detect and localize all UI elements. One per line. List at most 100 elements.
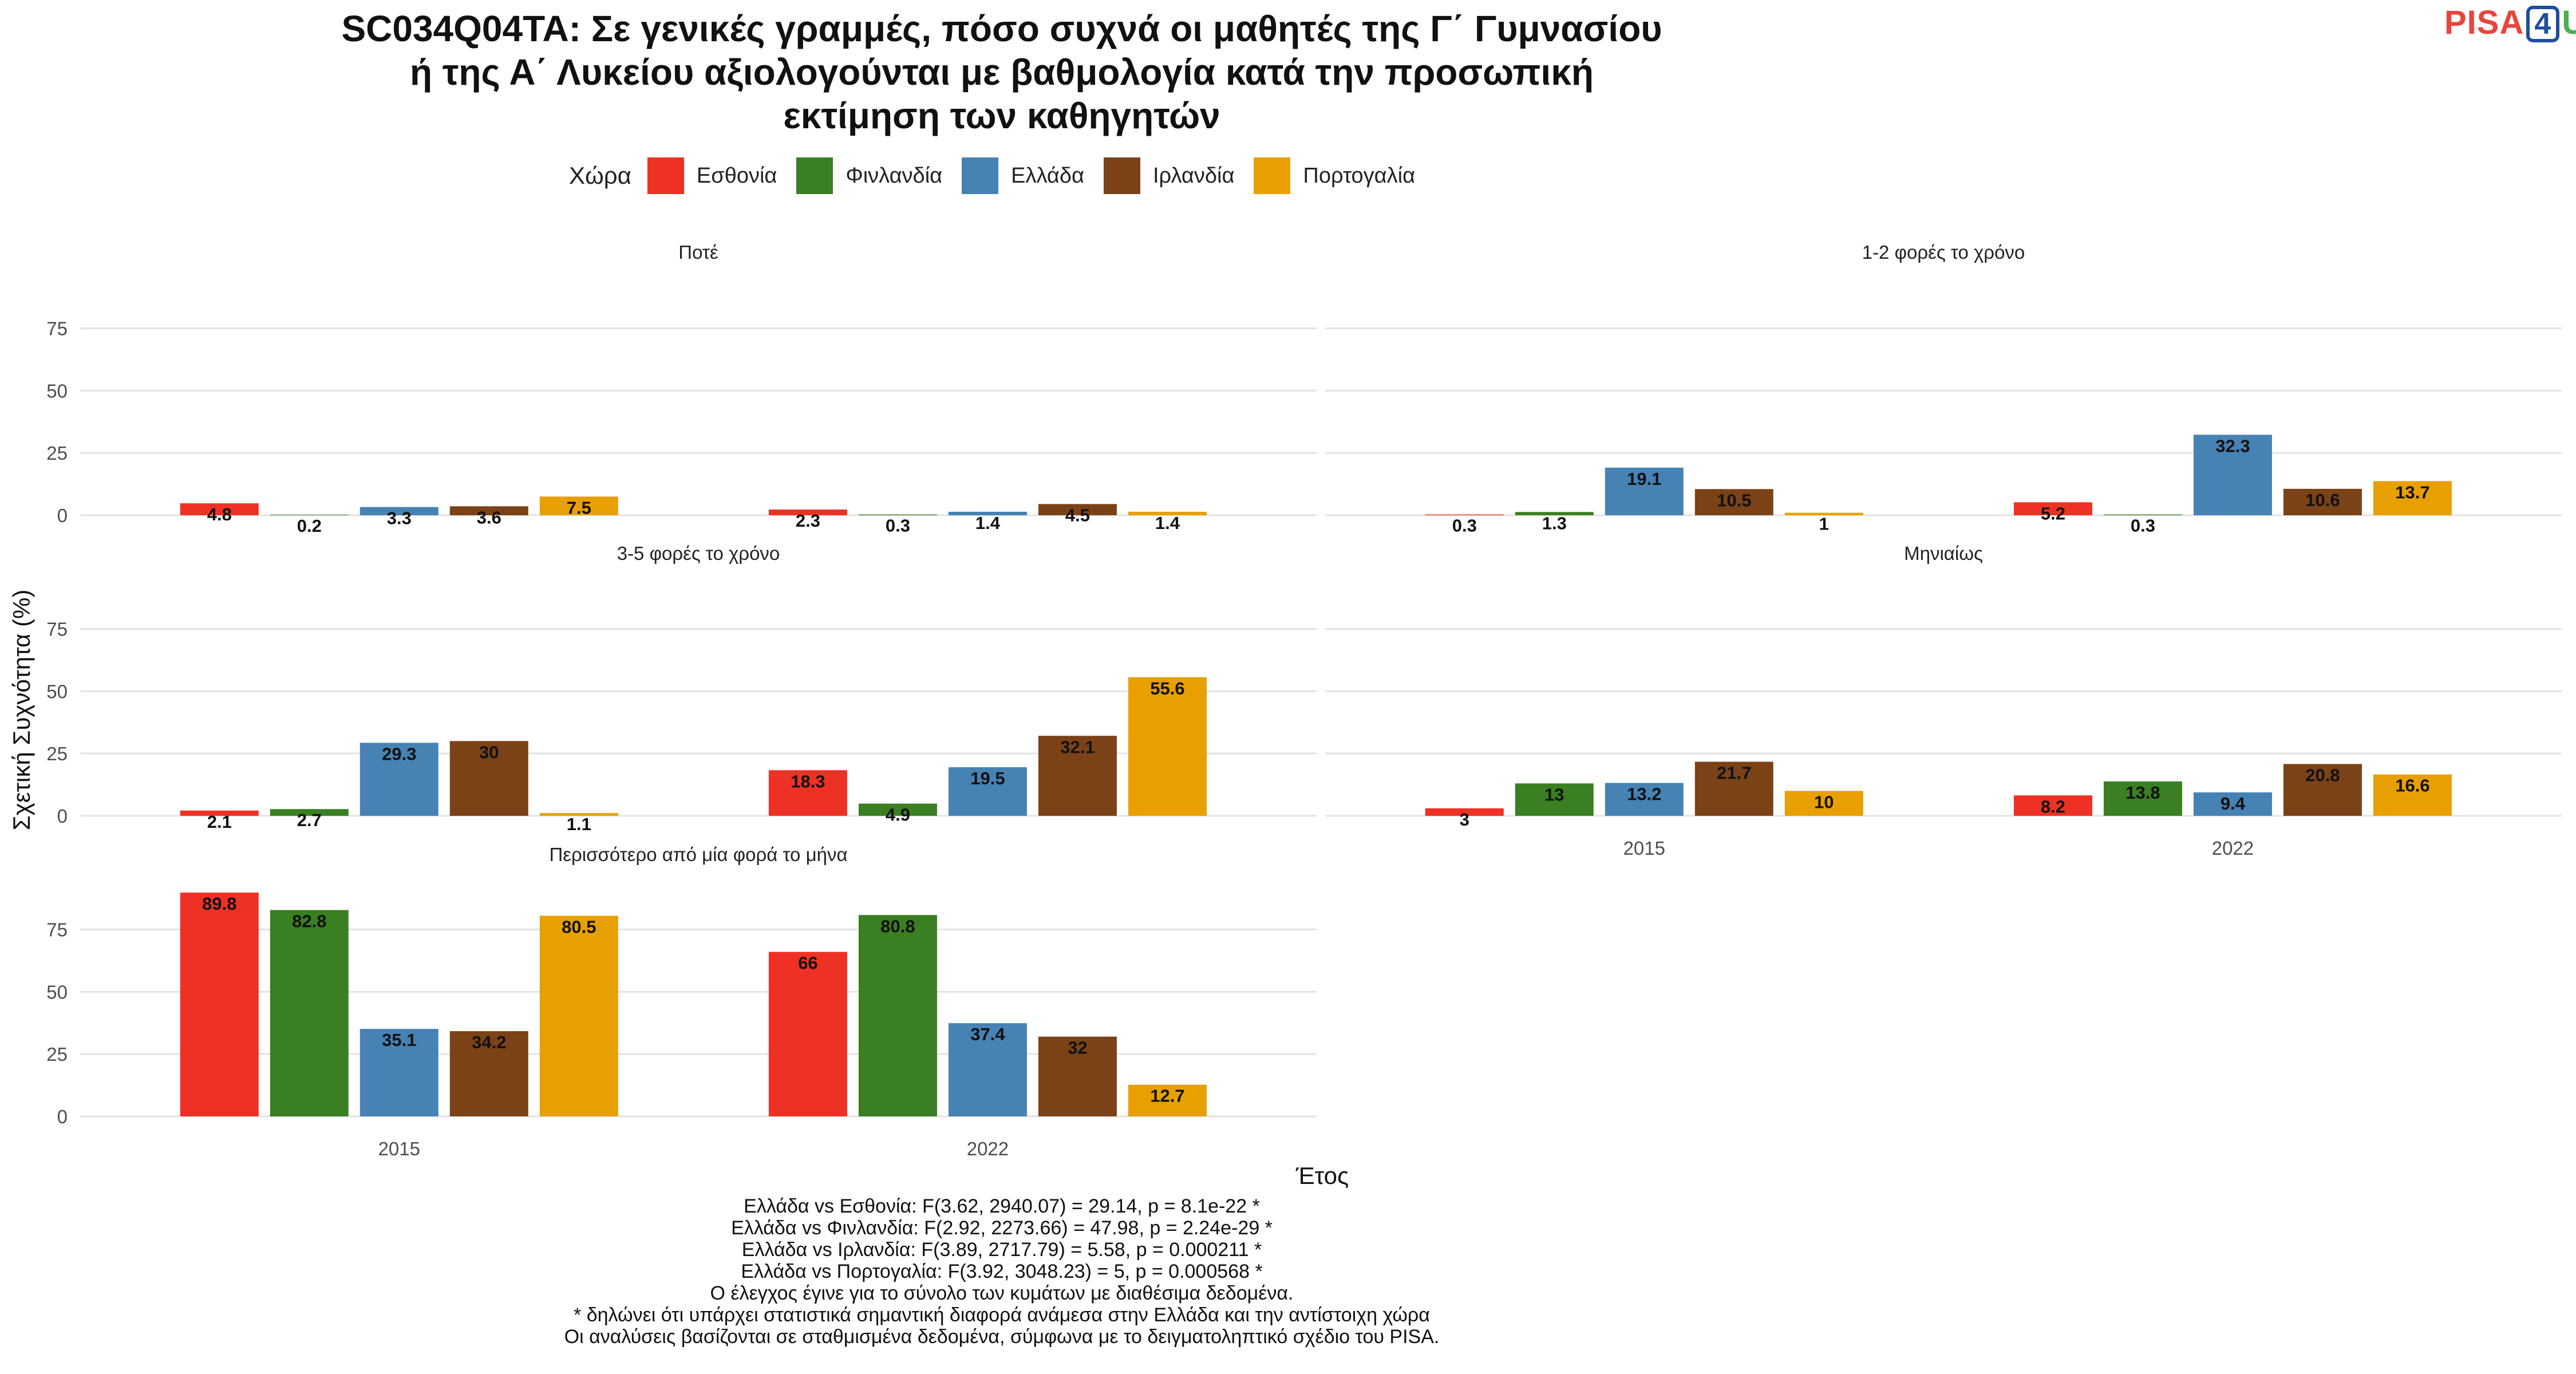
bar [1128,1084,1207,1116]
data-label: 1 [1819,514,1829,534]
data-label: 1.1 [567,814,591,834]
bar [2103,781,2182,816]
y-tick-label: 0 [57,1106,68,1127]
data-label: 7.5 [567,498,591,518]
data-label: 1.4 [975,513,1001,533]
bar [1784,512,1863,515]
data-label: 32.1 [1060,737,1095,757]
bar [180,503,259,515]
bar [948,767,1027,816]
data-label: 13.2 [1627,784,1661,804]
legend-label-greece: Ελλάδα [1011,163,1084,188]
data-label: 66 [798,953,817,973]
panel-title: Μηνιαίως [1904,543,1983,564]
x-tick-label: 2015 [1623,838,1665,859]
legend-label-portugal: Πορτογαλία [1303,163,1416,188]
bar [2013,795,2092,816]
title-line-1: SC034Q04TA: Σε γενικές γραμμές, πόσο συχ… [341,8,1662,49]
bar [1038,504,1117,515]
data-label: 12.7 [1150,1086,1184,1106]
bar [270,809,349,816]
x-tick-label: 2022 [2212,838,2254,859]
bar [2013,502,2092,515]
data-label: 18.3 [791,771,825,791]
bar [539,496,618,515]
data-label: 5.2 [2041,503,2065,523]
data-label: 34.2 [472,1032,506,1052]
data-label: 30 [479,742,499,762]
legend: Χώρα Εσθονία Φινλανδία Ελλάδα Ιρλανδία Π… [0,157,2004,194]
x-tick-label: 2022 [967,1138,1009,1159]
legend-item-estonia: Εσθονία [647,157,777,194]
legend-item-greece: Ελλάδα [962,157,1084,194]
bar [768,951,847,1116]
legend-title: Χώρα [568,162,631,189]
bar [948,511,1027,515]
bar [449,506,528,515]
data-label: 10.6 [2305,490,2340,510]
panel-title: Ποτέ [678,242,718,263]
data-label: 19.5 [970,768,1005,788]
bar [1605,467,1684,515]
y-tick-label: 0 [57,505,68,526]
legend-label-ireland: Ιρλανδία [1153,163,1235,188]
bar [1038,1036,1117,1116]
bar [359,743,438,816]
data-label: 4.9 [886,805,910,825]
bar [2283,764,2362,816]
bar [2193,792,2272,816]
footnote-line: Ελλάδα vs Εσθονία: F(3.62, 2940.07) = 29… [744,1195,1260,1217]
data-label: 13.8 [2125,783,2160,803]
data-label: 80.8 [880,916,915,936]
y-tick-label: 25 [46,743,68,764]
bar [1128,677,1207,816]
bar [1515,512,1594,515]
legend-swatch-estonia [647,157,684,194]
bar [449,741,528,816]
data-label: 21.7 [1717,763,1751,783]
data-label: 8.2 [2041,796,2065,816]
y-tick-label: 75 [46,619,68,640]
bar [539,813,618,816]
legend-swatch-greece [962,157,999,194]
bar [1605,783,1684,816]
panel-title: 1-2 φορές το χρόνο [1862,242,2025,263]
bar [1128,511,1207,515]
pisa4u-logo: PISA 4 U [2444,4,2576,42]
data-label: 29.3 [382,744,416,764]
bar [2193,435,2272,515]
bar [449,1031,528,1116]
data-label: 82.8 [292,911,326,931]
bar [1038,736,1117,816]
data-label: 19.1 [1627,469,1661,489]
bar [539,915,618,1116]
bar [1694,761,1773,816]
chart-title: SC034Q04TA: Σε γενικές γραμμές, πόσο συχ… [0,7,2004,137]
data-label: 37.4 [970,1024,1005,1044]
data-label: 1.3 [1542,513,1567,533]
data-label: 13.7 [2395,482,2429,502]
data-label: 1.4 [1155,513,1180,533]
footnote-line: Οι αναλύσεις βασίζονται σε σταθμισμένα δ… [564,1326,1440,1348]
y-tick-label: 75 [46,318,68,339]
title-line-3: εκτίμηση των καθηγητών [783,95,1220,136]
data-label: 10.5 [1717,490,1751,510]
footnote-line: Ελλάδα vs Ιρλανδία: F(3.89, 2717.79) = 5… [741,1239,1262,1261]
data-label: 0.3 [886,516,910,536]
data-label: 10 [1814,792,1834,812]
legend-label-estonia: Εσθονία [696,163,777,188]
data-label: 3.3 [387,508,412,528]
legend-item-finland: Φινλανδία [796,157,942,194]
x-tick-label: 2015 [378,1138,420,1159]
data-label: 9.4 [2221,793,2246,814]
bar [359,507,438,515]
bar [180,893,259,1116]
bar [948,1023,1027,1116]
bar [768,509,847,515]
bar [2373,481,2452,515]
data-label: 0.3 [1452,516,1477,536]
data-label: 13 [1544,784,1564,804]
data-label: 32.3 [2215,436,2250,456]
footnote-line: Ο έλεγχος έγινε για το σύνολο των κυμάτω… [710,1282,1294,1304]
footnote-line: Ελλάδα vs Πορτογαλία: F(3.92, 3048.23) =… [741,1261,1263,1282]
